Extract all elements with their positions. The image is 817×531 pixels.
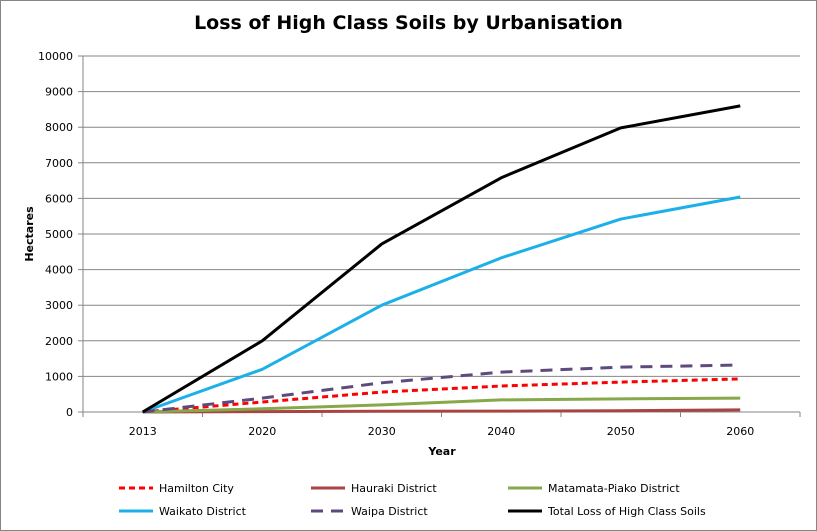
x-axis-title: Year: [427, 445, 456, 458]
y-tick-labels: 0 1000 2000 3000 4000 5000 6000 7000 8000 9000 100…: [38, 50, 73, 419]
x-tick-label: 2020: [248, 425, 276, 438]
legend-label: Waipa District: [351, 505, 428, 518]
series-lines: [141, 104, 741, 414]
chart-title: Loss of High Class Soils by Urbanisation: [194, 12, 623, 34]
legend-item: Hauraki District: [311, 482, 437, 495]
legend-item: Hamilton City: [119, 482, 234, 495]
series-line-waipa-district: [142, 363, 741, 414]
y-tick-label: 2000: [45, 335, 73, 348]
x-tick-label: 2050: [607, 425, 635, 438]
legend-label: Waikato District: [159, 505, 247, 518]
y-tick-label: 1000: [45, 370, 73, 383]
y-tick-label: 9000: [45, 86, 73, 99]
x-tick-label: 2060: [726, 425, 754, 438]
series-line-waikato-district: [142, 195, 741, 414]
y-tick-label: 0: [66, 406, 73, 419]
y-tick-label: 4000: [45, 264, 73, 277]
legend-label: Hauraki District: [351, 482, 437, 495]
x-tick-label: 2030: [368, 425, 396, 438]
y-tick-label: 6000: [45, 192, 73, 205]
y-tick-label: 8000: [45, 121, 73, 134]
x-tick-label: 2040: [487, 425, 515, 438]
legend-label: Total Loss of High Class Soils: [547, 505, 706, 518]
legend-label: Hamilton City: [159, 482, 234, 495]
series-line-matamata-piako-district: [142, 396, 741, 414]
gridlines: [83, 55, 800, 377]
legend-item: Matamata-Piako District: [508, 482, 680, 495]
x-tick-label: 2013: [129, 425, 157, 438]
series-line-hamilton-city: [142, 377, 741, 414]
y-tick-label: 7000: [45, 157, 73, 170]
legend-item: Total Loss of High Class Soils: [508, 505, 706, 518]
y-tick-label: 5000: [45, 228, 73, 241]
series-line-total-loss-of-high-class-soils: [141, 104, 741, 414]
axes: [78, 55, 801, 417]
x-tick-labels: 2013 2020 2030 2040 2050 2060: [129, 425, 755, 438]
legend: Hamilton City Hauraki District Matamata-Pi…: [119, 482, 706, 518]
legend-label: Matamata-Piako District: [548, 482, 680, 495]
legend-item: Waikato District: [119, 505, 247, 518]
y-axis-title: Hectares: [23, 206, 36, 262]
series-line-hauraki-district: [142, 408, 741, 414]
y-tick-label: 3000: [45, 299, 73, 312]
y-tick-label: 10000: [38, 50, 73, 63]
legend-item: Waipa District: [311, 505, 428, 518]
